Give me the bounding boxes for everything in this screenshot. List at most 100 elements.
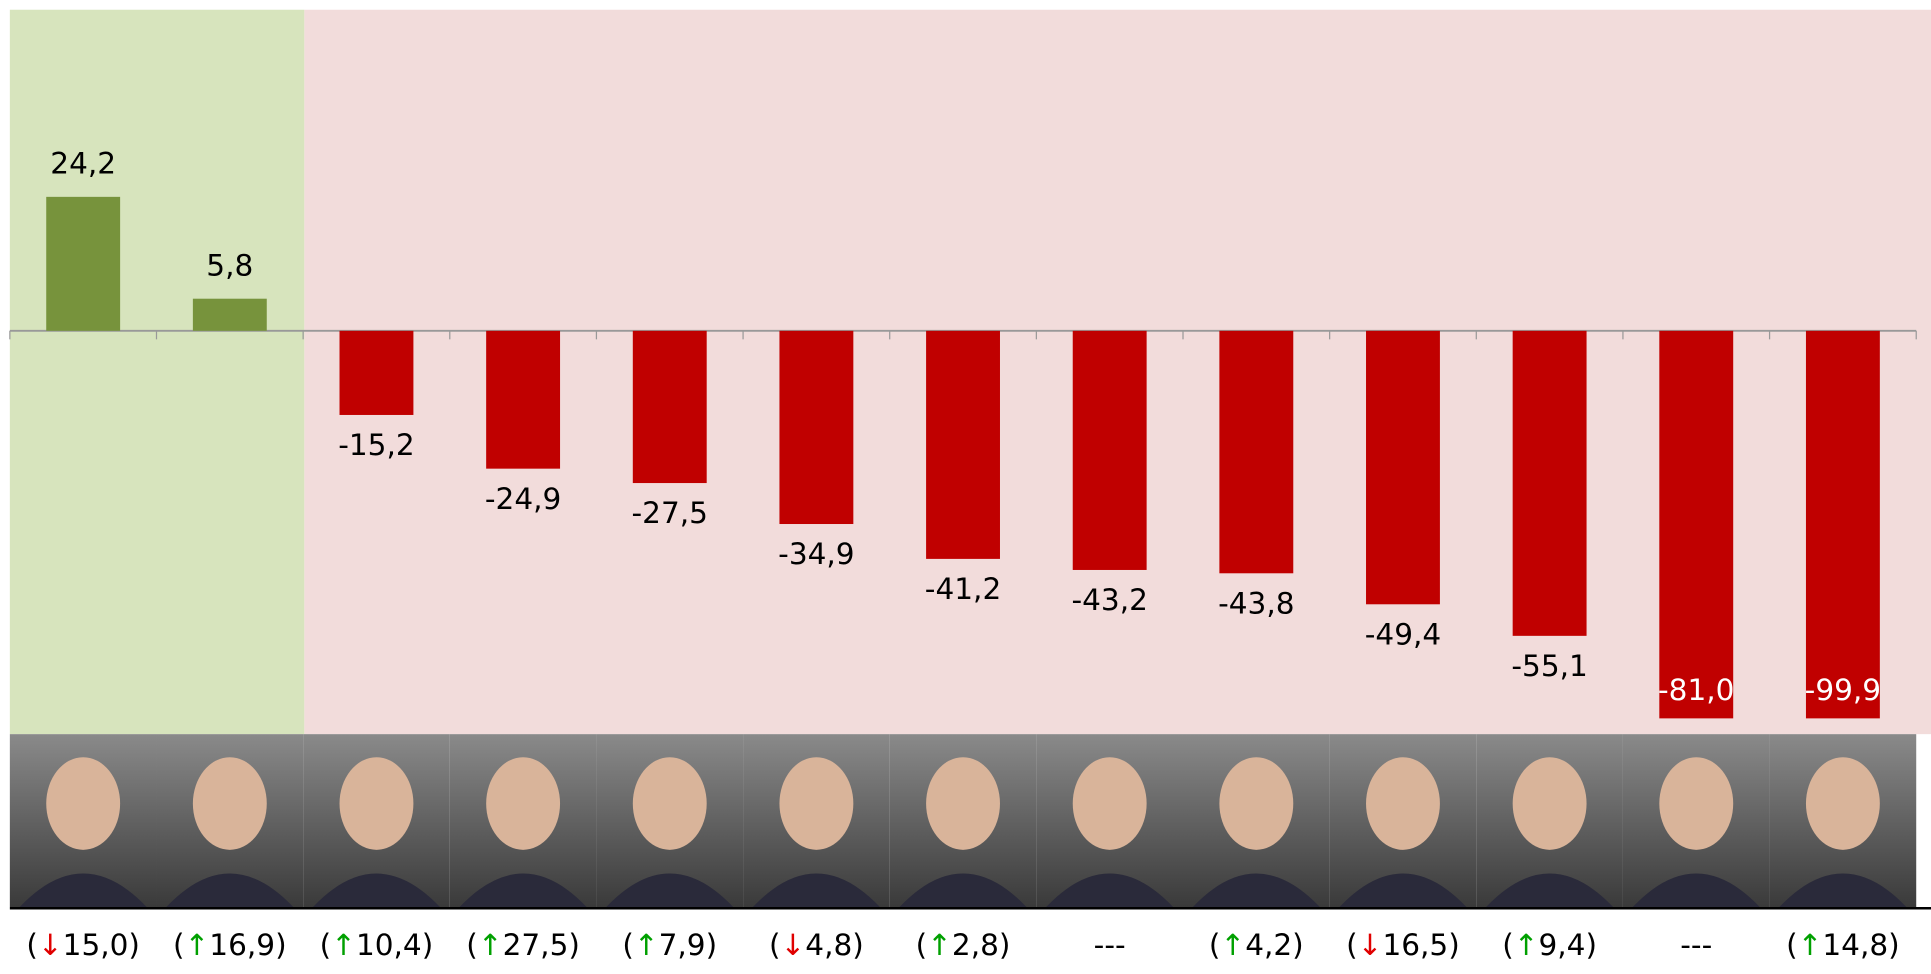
change-label: (↓4,8) <box>769 928 864 962</box>
change-amount: 4,2 <box>1245 928 1292 962</box>
change-open: ( <box>622 928 634 962</box>
change-amount: 14,8 <box>1822 928 1888 962</box>
change-open: ( <box>26 928 38 962</box>
change-close: ) <box>1585 928 1597 962</box>
change-amount: 15,0 <box>63 928 129 962</box>
change-label: (↑16,9) <box>173 928 287 962</box>
change-open: ( <box>173 928 185 962</box>
bar <box>46 197 120 331</box>
change-arrow: ↑ <box>478 928 503 962</box>
change-label: (↓15,0) <box>26 928 140 962</box>
change-open: ( <box>916 928 928 962</box>
change-open: ( <box>1209 928 1221 962</box>
change-label: (↑7,9) <box>622 928 717 962</box>
bar <box>926 331 1000 559</box>
change-open: ( <box>1502 928 1514 962</box>
page: 24,2(↓15,0)5,8(↑16,9)-15,2(↑10,4)-24,9(↑… <box>0 0 1931 974</box>
change-label: (↑9,4) <box>1502 928 1597 962</box>
change-close: ) <box>275 928 287 962</box>
change-close: ) <box>128 928 140 962</box>
change-label: --- <box>1094 928 1126 962</box>
bar <box>1513 331 1587 636</box>
value-label: -49,4 <box>1365 618 1441 652</box>
photo-head <box>926 757 1000 850</box>
photo-head <box>1073 757 1147 850</box>
photo-head <box>779 757 853 850</box>
change-arrow: ↑ <box>1220 928 1245 962</box>
value-label: -15,2 <box>338 428 414 462</box>
change-close: ) <box>1888 928 1900 962</box>
bar <box>1073 331 1147 570</box>
change-label: (↑27,5) <box>466 928 580 962</box>
value-label: -81,0 <box>1658 673 1734 707</box>
photo-head <box>1513 757 1587 850</box>
bar <box>633 331 707 483</box>
bar <box>1219 331 1293 573</box>
change-close: ) <box>706 928 718 962</box>
change-label: (↑4,2) <box>1209 928 1304 962</box>
chart: 24,2(↓15,0)5,8(↑16,9)-15,2(↑10,4)-24,9(↑… <box>0 0 1931 974</box>
photo-head <box>340 757 414 850</box>
photo-head <box>486 757 560 850</box>
change-open: ( <box>466 928 478 962</box>
change-amount: 4,8 <box>805 928 852 962</box>
change-arrow: ↑ <box>927 928 952 962</box>
bar <box>779 331 853 524</box>
bar <box>486 331 560 469</box>
photo-head <box>46 757 120 850</box>
value-label: -55,1 <box>1511 649 1587 683</box>
value-label: -34,9 <box>778 537 854 571</box>
change-arrow: ↑ <box>331 928 356 962</box>
change-amount: 7,9 <box>659 928 706 962</box>
change-arrow: ↓ <box>781 928 806 962</box>
change-close: ) <box>999 928 1011 962</box>
change-amount: 9,4 <box>1539 928 1586 962</box>
change-label: (↑10,4) <box>320 928 434 962</box>
change-amount: 27,5 <box>503 928 569 962</box>
change-arrow: ↑ <box>634 928 659 962</box>
photo-head <box>633 757 707 850</box>
photo-head <box>193 757 267 850</box>
bar <box>1366 331 1440 604</box>
value-label: -99,9 <box>1805 673 1881 707</box>
change-arrow: ↓ <box>1358 928 1383 962</box>
change-arrow: ↓ <box>38 928 63 962</box>
value-label: 24,2 <box>50 147 116 181</box>
change-amount: 16,5 <box>1382 928 1448 962</box>
change-label: --- <box>1680 928 1712 962</box>
change-label: (↓16,5) <box>1346 928 1460 962</box>
change-open: ( <box>1786 928 1798 962</box>
change-amount: --- <box>1094 928 1126 962</box>
value-label: -27,5 <box>632 496 708 530</box>
positive-background <box>10 10 305 734</box>
change-open: ( <box>769 928 781 962</box>
value-label: -43,8 <box>1218 587 1294 621</box>
change-amount: 10,4 <box>356 928 422 962</box>
change-arrow: ↑ <box>1798 928 1823 962</box>
change-arrow: ↑ <box>1514 928 1539 962</box>
bar <box>1659 331 1733 779</box>
change-close: ) <box>422 928 434 962</box>
photo-head <box>1806 757 1880 850</box>
photo-head <box>1659 757 1733 850</box>
change-label: (↑2,8) <box>916 928 1011 962</box>
change-close: ) <box>852 928 864 962</box>
value-label: -41,2 <box>925 572 1001 606</box>
change-open: ( <box>320 928 332 962</box>
photo-head <box>1219 757 1293 850</box>
change-close: ) <box>1448 928 1460 962</box>
bar <box>193 299 267 331</box>
value-label: -43,2 <box>1071 583 1147 617</box>
photo-head <box>1366 757 1440 850</box>
change-open: ( <box>1346 928 1358 962</box>
change-close: ) <box>1292 928 1304 962</box>
change-amount: --- <box>1680 928 1712 962</box>
value-label: 5,8 <box>206 249 253 283</box>
change-close: ) <box>568 928 580 962</box>
change-label: (↑14,8) <box>1786 928 1900 962</box>
change-arrow: ↑ <box>185 928 210 962</box>
bar <box>340 331 414 415</box>
change-amount: 16,9 <box>209 928 275 962</box>
change-amount: 2,8 <box>952 928 999 962</box>
value-label: -24,9 <box>485 482 561 516</box>
